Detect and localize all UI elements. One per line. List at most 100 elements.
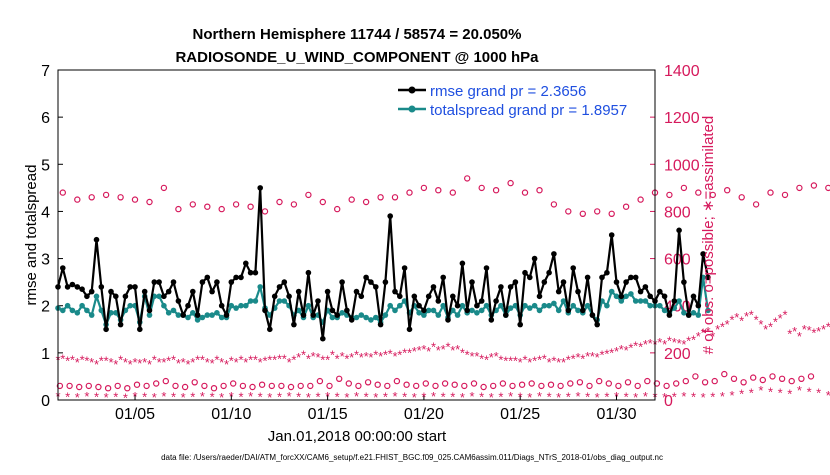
- spread-point: [469, 307, 475, 314]
- assimilated-obs-point: *: [460, 390, 465, 405]
- assimilated-obs-point: *: [561, 355, 566, 370]
- spread-point: [243, 302, 249, 309]
- possible-obs-point: [189, 201, 196, 208]
- assimilated-obs-point: *: [267, 390, 272, 405]
- assimilated-obs-point: *: [166, 354, 171, 369]
- possible-obs-point: [695, 189, 702, 196]
- possible-obs-point: [124, 385, 131, 392]
- possible-obs-point: [752, 201, 760, 208]
- rmse-point: [536, 293, 543, 300]
- rmse-point: [546, 269, 552, 276]
- assimilated-obs-point: *: [547, 355, 552, 370]
- rmse-point: [570, 265, 576, 271]
- spread-point: [382, 312, 389, 318]
- rmse-point: [522, 269, 528, 276]
- assimilated-obs-point: *: [123, 355, 128, 370]
- rmse-point: [483, 265, 490, 271]
- possible-obs-point: [709, 191, 717, 199]
- assimilated-obs-point: *: [715, 322, 720, 337]
- rmse-point: [74, 284, 81, 290]
- spread-point: [681, 310, 687, 316]
- assimilated-obs-point: *: [691, 390, 696, 405]
- rmse-point: [377, 321, 384, 328]
- assimilated-obs-point: *: [720, 389, 725, 404]
- rmse-point: [348, 317, 355, 323]
- assimilated-obs-point: *: [325, 352, 330, 367]
- rmse-point: [295, 288, 302, 295]
- possible-obs-point: [218, 205, 225, 213]
- rmse-point: [368, 279, 374, 285]
- possible-obs-point: [637, 196, 644, 203]
- possible-obs-point: [596, 377, 603, 385]
- spread-point: [373, 314, 379, 321]
- rmse-point: [493, 298, 499, 304]
- possible-obs-point: [160, 184, 168, 192]
- possible-obs-point: [509, 382, 516, 390]
- rmse-point: [98, 284, 105, 290]
- assimilated-obs-point: *: [181, 390, 186, 405]
- rmse-point: [531, 255, 538, 262]
- possible-obs-point: [730, 375, 738, 382]
- y-left-tick-label: 4: [41, 204, 50, 221]
- rmse-point: [247, 269, 254, 276]
- rmse-point: [276, 284, 283, 290]
- assimilated-obs-point: *: [248, 352, 253, 367]
- possible-obs-point: [133, 381, 141, 388]
- spread-point: [637, 298, 644, 304]
- assimilated-obs-point: *: [614, 389, 619, 404]
- assimilated-obs-point: *: [229, 389, 234, 404]
- rmse-point: [344, 307, 350, 314]
- assimilated-obs-point: *: [547, 390, 552, 405]
- possible-obs-point: [536, 186, 543, 194]
- rmse-point: [320, 335, 326, 342]
- possible-obs-point: [316, 377, 324, 385]
- rmse-point: [382, 279, 389, 285]
- assimilated-obs-point: *: [99, 354, 104, 369]
- rmse-point: [108, 288, 114, 295]
- assimilated-obs-point: *: [778, 311, 783, 326]
- possible-obs-point: [287, 383, 295, 391]
- possible-obs-point: [307, 382, 314, 390]
- assimilated-obs-point: *: [123, 391, 128, 406]
- spread-point: [257, 284, 264, 290]
- spread-point: [305, 302, 312, 309]
- assimilated-obs-point: *: [320, 352, 325, 367]
- assimilated-obs-point: *: [522, 352, 527, 367]
- chart-title-line2: RADIOSONDE_U_WIND_COMPONENT @ 1000 hPa: [175, 49, 539, 66]
- rmse-point: [416, 302, 422, 309]
- rmse-point: [146, 307, 153, 314]
- assimilated-obs-point: *: [643, 337, 648, 352]
- assimilated-obs-point: *: [720, 319, 725, 334]
- assimilated-obs-point: *: [426, 344, 431, 359]
- assimilated-obs-point: *: [633, 390, 638, 405]
- assimilated-obs-point: *: [75, 355, 80, 370]
- spread-point: [175, 312, 182, 318]
- assimilated-obs-point: *: [672, 335, 677, 350]
- assimilated-obs-point: *: [595, 350, 600, 365]
- possible-obs-point: [507, 179, 514, 187]
- assimilated-obs-point: *: [224, 357, 229, 372]
- possible-obs-point: [759, 376, 767, 384]
- spread-point: [551, 300, 557, 307]
- possible-obs-point: [547, 381, 555, 388]
- assimilated-obs-point: *: [200, 389, 205, 404]
- rmse-point: [214, 279, 220, 285]
- rmse-point: [79, 286, 85, 293]
- possible-obs-point: [85, 382, 93, 390]
- assimilated-obs-point: *: [513, 354, 518, 369]
- possible-obs-point: [348, 196, 355, 203]
- spread-point: [478, 307, 485, 314]
- assimilated-obs-point: *: [749, 308, 754, 323]
- spread-point: [541, 302, 548, 309]
- assimilated-obs-point: *: [104, 354, 109, 369]
- rmse-point: [175, 298, 182, 304]
- assimilated-obs-point: *: [758, 317, 763, 332]
- possible-obs-point: [567, 380, 574, 387]
- spread-point: [421, 312, 427, 318]
- assimilated-obs-point: *: [802, 322, 807, 337]
- possible-obs-point: [608, 210, 615, 217]
- possible-obs-point: [75, 383, 83, 391]
- assimilated-obs-point: *: [474, 349, 479, 364]
- spread-point: [247, 298, 254, 304]
